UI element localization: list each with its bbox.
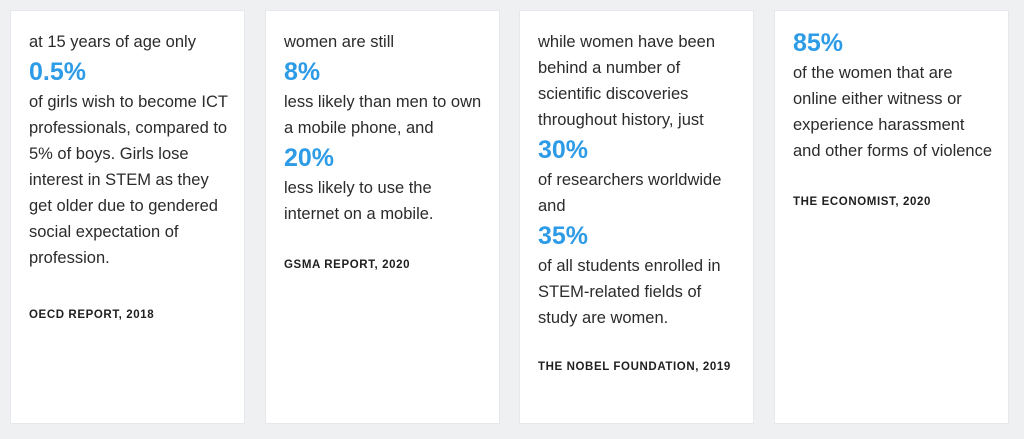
stat-card-oecd: at 15 years of age only 0.5% of girls wi… — [10, 10, 245, 424]
stat-card-gsma: women are still 8% less likely than men … — [265, 10, 500, 424]
card-body-text-secondary: less likely to use the internet on a mob… — [284, 179, 434, 223]
card-body-text: of the women that are online either witn… — [793, 64, 993, 160]
card-source: OECD REPORT, 2018 — [29, 309, 155, 321]
card-body-text: of girls wish to become ICT professional… — [29, 93, 228, 267]
card-intro-text: women are still — [284, 33, 395, 51]
card-intro-text: at 15 years of age only — [29, 33, 196, 51]
card-source: THE ECONOMIST, 2020 — [793, 196, 931, 208]
card-stat-value-secondary: 20% — [284, 144, 335, 172]
card-source: THE NOBEL FOUNDATION, 2019 — [538, 361, 731, 373]
card-source: GSMA REPORT, 2020 — [284, 259, 411, 271]
stat-card-nobel: while women have been behind a number of… — [519, 10, 754, 424]
card-stat-value: 30% — [538, 136, 589, 164]
card-stat-value: 8% — [284, 58, 321, 86]
card-stat-value: 0.5% — [29, 58, 86, 86]
stat-card-economist: 85% of the women that are online either … — [774, 10, 1009, 424]
card-body-text-secondary: of all students enrolled in STEM-related… — [538, 257, 721, 327]
card-stat-value: 85% — [793, 29, 844, 57]
card-body-text: of researchers worldwide and — [538, 171, 722, 215]
card-stat-value-secondary: 35% — [538, 222, 589, 250]
card-body-text: less likely than men to own a mobile pho… — [284, 93, 482, 137]
card-intro-text: while women have been behind a number of… — [538, 33, 716, 129]
